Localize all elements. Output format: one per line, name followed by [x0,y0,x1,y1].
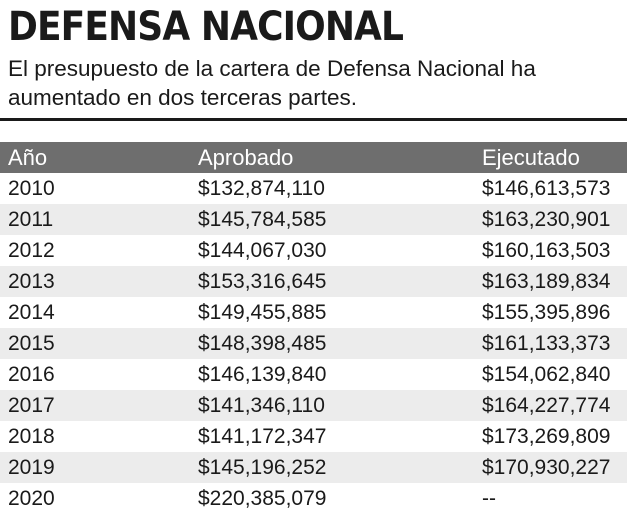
cell-executed: $163,189,834 [478,266,627,297]
cell-year: 2013 [0,266,196,297]
cell-approved: $148,398,485 [196,328,478,359]
cell-executed: $164,227,774 [478,390,627,421]
cell-approved: $153,316,645 [196,266,478,297]
table-row: 2014 $149,455,885 $155,395,896 [0,297,627,328]
cell-year: 2019 [0,452,196,483]
page-subtitle: El presupuesto de la cartera de Defensa … [8,56,536,110]
cell-year: 2017 [0,390,196,421]
cell-year: 2011 [0,204,196,235]
column-header-executed: Ejecutado [478,142,627,173]
cell-approved: $149,455,885 [198,300,327,324]
table-row: 2019 $145,196,252 $170,930,227 [0,452,627,483]
cell-year: 2018 [8,424,55,448]
cell-year: 2015 [0,328,196,359]
cell-executed: $160,163,503 [482,238,611,262]
cell-executed: $161,133,373 [478,328,627,359]
table-row: 2011 $145,784,585 $163,230,901 [0,204,627,235]
title-divider [0,118,627,121]
table-row: 2013 $153,316,645 $163,189,834 [0,266,627,297]
table-row: 2015 $148,398,485 $161,133,373 [0,328,627,359]
table-row: 2018 $141,172,347 $173,269,809 [0,421,627,452]
cell-approved: $145,784,585 [196,204,478,235]
table-body: 2010 $132,874,110 $146,613,573 2011 $145,784… [0,173,627,514]
cell-year: 2010 [8,176,55,200]
cell-executed: -- [482,486,496,510]
table-row: 2017 $141,346,110 $164,227,774 [0,390,627,421]
cell-executed: $173,269,809 [482,424,611,448]
column-header-approved: Aprobado [196,142,478,173]
budget-table: Año Aprobado Ejecutado 2010 $132,874,110 $… [0,142,627,514]
cell-approved: $132,874,110 [198,176,325,200]
table-row: 2016 $146,139,840 $154,062,840 [0,359,627,390]
table-row: 2012 $144,067,030 $160,163,503 [0,235,627,266]
cell-approved: $141,172,347 [198,424,327,448]
cell-year: 2012 [8,238,55,262]
table-row: 2020 $220,385,079 -- [0,483,627,514]
table-row: 2010 $132,874,110 $146,613,573 [0,173,627,204]
cell-approved: $220,385,079 [198,486,327,510]
cell-approved: $146,139,840 [198,362,327,386]
cell-executed: $146,613,573 [482,176,611,200]
page-title: DEFENSA NACIONAL [8,4,404,50]
cell-year: 2016 [8,362,55,386]
cell-approved: $141,346,110 [196,390,478,421]
cell-approved: $144,067,030 [198,238,327,262]
cell-executed: $170,930,227 [478,452,627,483]
cell-executed: $163,230,901 [478,204,627,235]
cell-executed: $154,062,840 [482,362,611,386]
cell-approved: $145,196,252 [196,452,478,483]
cell-year: 2020 [8,486,55,510]
cell-year: 2014 [8,300,55,324]
table-header-row: Año Aprobado Ejecutado [0,142,627,173]
cell-executed: $155,395,896 [482,300,611,324]
column-header-year: Año [0,142,196,173]
